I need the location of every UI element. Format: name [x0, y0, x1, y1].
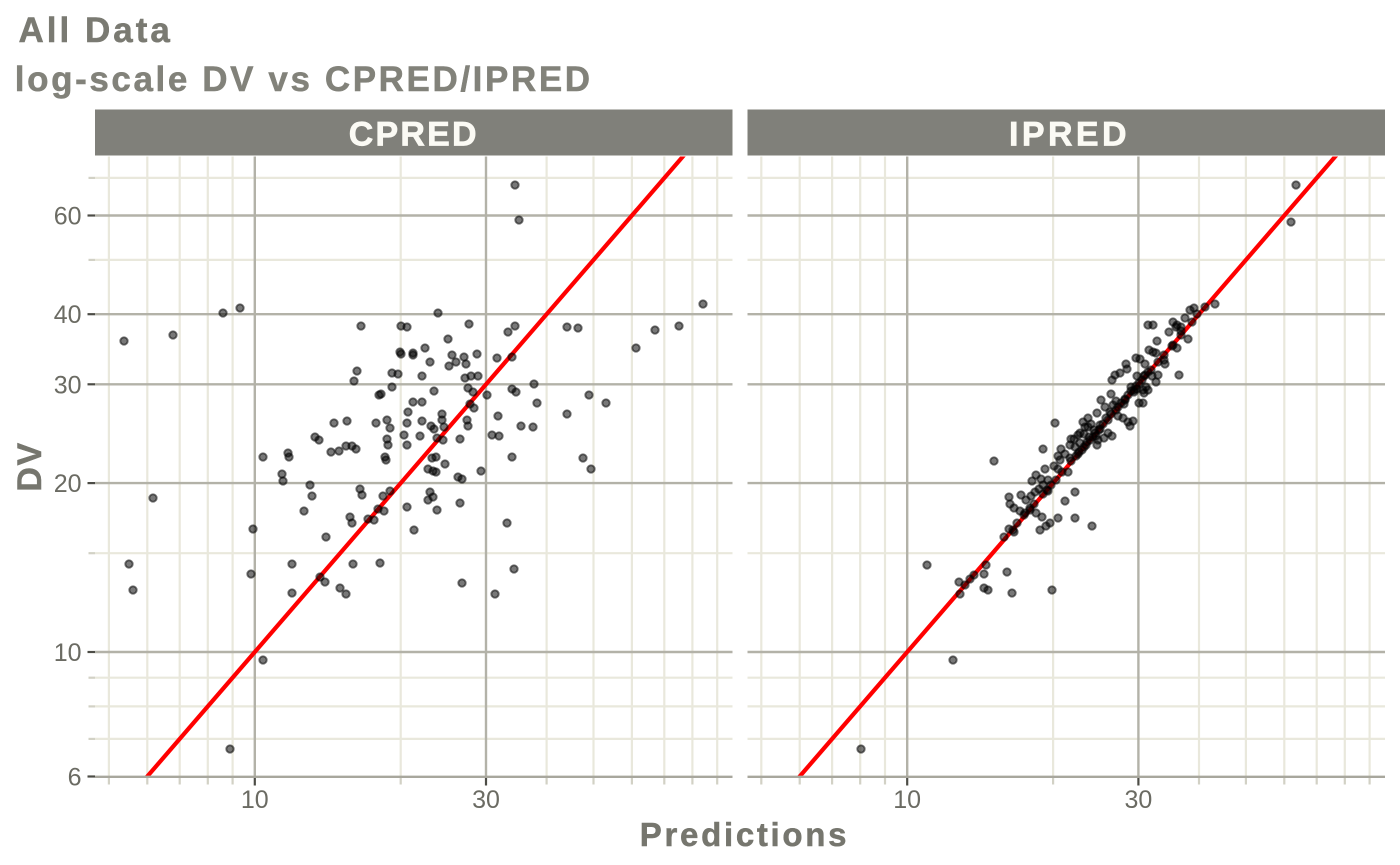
svg-text:10: 10: [54, 639, 82, 667]
svg-text:10: 10: [893, 786, 921, 814]
svg-text:DV: DV: [11, 441, 49, 491]
svg-text:10: 10: [241, 786, 269, 814]
svg-text:6: 6: [68, 764, 82, 792]
svg-text:30: 30: [1124, 786, 1152, 814]
svg-text:30: 30: [54, 371, 82, 399]
svg-text:CPRED: CPRED: [349, 116, 479, 154]
svg-text:60: 60: [54, 203, 82, 231]
svg-text:20: 20: [54, 470, 82, 498]
svg-text:IPRED: IPRED: [1009, 116, 1130, 154]
svg-text:log-scale DV vs CPRED/IPRED: log-scale DV vs CPRED/IPRED: [15, 60, 593, 99]
svg-text:30: 30: [472, 786, 500, 814]
svg-text:Predictions: Predictions: [640, 816, 849, 853]
svg-text:40: 40: [54, 301, 82, 329]
svg-text:All Data: All Data: [19, 11, 173, 50]
